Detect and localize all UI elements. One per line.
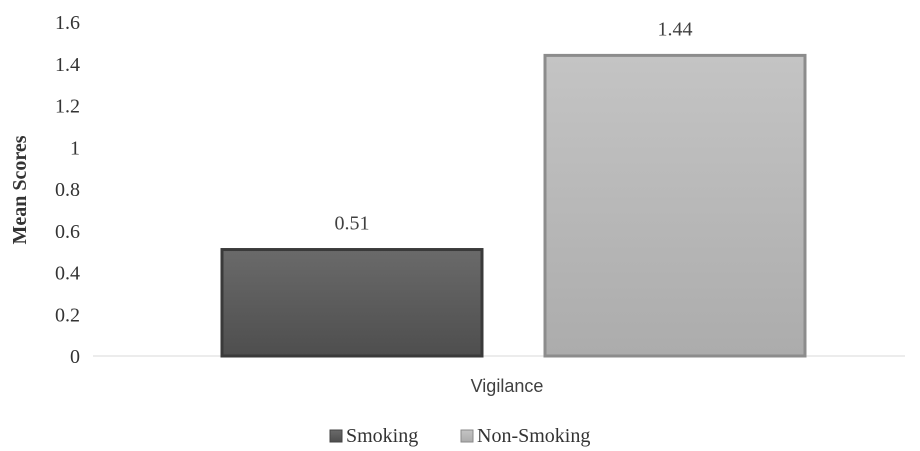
y-tick-label: 1 <box>70 137 80 159</box>
y-tick-label: 0.2 <box>55 304 80 326</box>
data-label-non-smoking: 1.44 <box>658 18 693 40</box>
data-label-smoking: 0.51 <box>335 213 370 235</box>
category-label-vigilance: Vigilance <box>471 376 544 396</box>
y-tick-label: 0.6 <box>55 221 80 243</box>
legend-label-non-smoking: Non-Smoking <box>477 425 590 447</box>
y-tick-label: 0 <box>70 346 80 368</box>
y-tick-label: 1.2 <box>55 96 80 118</box>
legend-swatch-non-smoking <box>460 429 474 443</box>
y-tick-label: 0.4 <box>55 263 80 285</box>
legend-swatch-smoking <box>329 429 343 443</box>
y-axis-ticks: 0 0.2 0.4 0.6 0.8 1 1.2 1.4 1.6 <box>55 12 80 368</box>
legend-item-smoking: Smoking <box>329 425 418 447</box>
y-tick-label: 0.8 <box>55 179 80 201</box>
y-axis-label: Mean Scores <box>9 135 31 244</box>
bars <box>220 53 807 358</box>
y-tick-label: 1.4 <box>55 54 80 76</box>
legend-item-non-smoking: Non-Smoking <box>460 425 590 447</box>
legend: Smoking Non-Smoking <box>329 425 590 447</box>
bar-smoking <box>220 248 484 358</box>
bar-non-smoking <box>543 53 807 358</box>
data-labels: 0.51 1.44 <box>335 18 693 234</box>
y-tick-label: 1.6 <box>55 12 80 34</box>
legend-label-smoking: Smoking <box>346 425 418 447</box>
